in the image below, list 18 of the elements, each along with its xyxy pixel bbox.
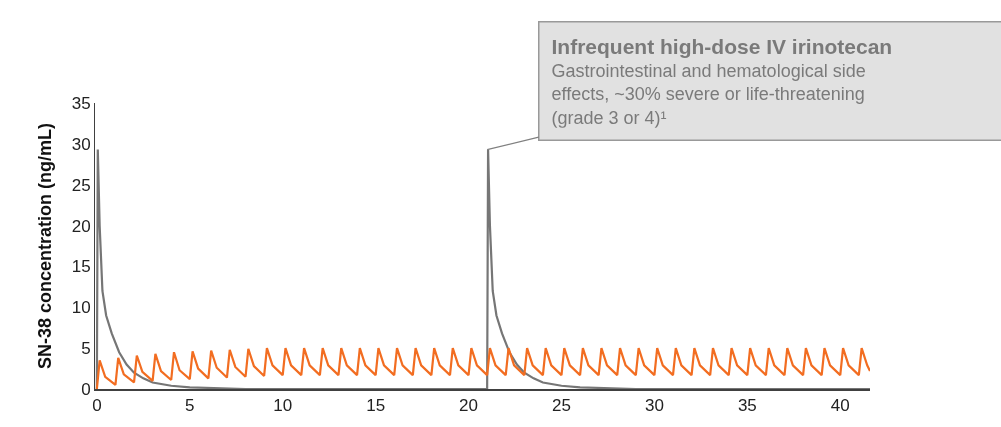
y-tick-label: 5 <box>81 339 91 359</box>
x-tick-label: 35 <box>737 396 757 416</box>
y-axis-title: SN-38 concentration (ng/mL) <box>34 122 55 370</box>
x-tick-label: 10 <box>273 396 293 416</box>
y-tick-label: 10 <box>71 298 91 318</box>
y-tick-label: 15 <box>71 257 91 277</box>
x-tick-label: 30 <box>644 396 664 416</box>
annotation: Infrequent high-dose IV irinotecan Gastrointestinal and hematological side effects, ~30% severe or life-threatening (grade 3 or 4)¹ <box>551 34 893 128</box>
x-tick-label: 5 <box>185 396 195 416</box>
y-tick-label: 35 <box>71 93 91 113</box>
y-tick-label: 0 <box>81 379 91 399</box>
x-tick-label: 40 <box>830 396 850 416</box>
y-tick-label: 30 <box>71 134 91 154</box>
y-tick-label: 25 <box>71 175 91 195</box>
x-tick-label: 25 <box>552 396 571 416</box>
x-tick-label: 20 <box>459 396 479 416</box>
x-tick-label: 15 <box>366 396 386 416</box>
y-tick-label: 20 <box>71 216 91 236</box>
